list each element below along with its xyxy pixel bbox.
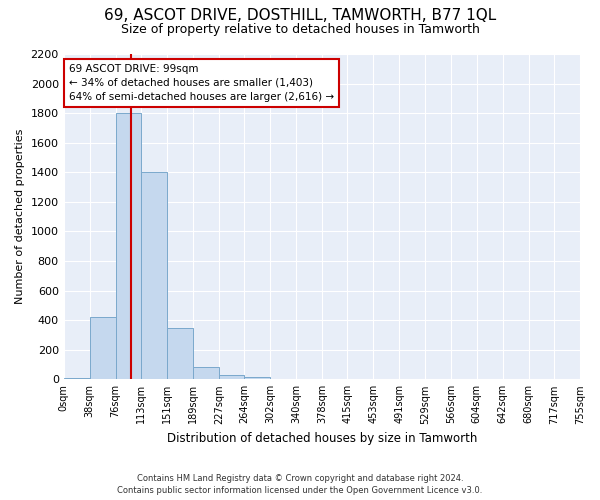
Bar xyxy=(64,378,89,380)
Text: Contains HM Land Registry data © Crown copyright and database right 2024.
Contai: Contains HM Land Registry data © Crown c… xyxy=(118,474,482,495)
Bar xyxy=(89,317,116,380)
Text: Size of property relative to detached houses in Tamworth: Size of property relative to detached ho… xyxy=(121,22,479,36)
Y-axis label: Number of detached properties: Number of detached properties xyxy=(15,129,25,304)
Bar xyxy=(193,368,219,380)
Bar xyxy=(141,172,167,380)
Bar xyxy=(116,113,141,380)
Bar xyxy=(167,328,193,380)
Bar xyxy=(219,375,244,380)
Text: 69 ASCOT DRIVE: 99sqm
← 34% of detached houses are smaller (1,403)
64% of semi-d: 69 ASCOT DRIVE: 99sqm ← 34% of detached … xyxy=(69,64,334,102)
Bar xyxy=(244,377,270,380)
Text: 69, ASCOT DRIVE, DOSTHILL, TAMWORTH, B77 1QL: 69, ASCOT DRIVE, DOSTHILL, TAMWORTH, B77… xyxy=(104,8,496,22)
X-axis label: Distribution of detached houses by size in Tamworth: Distribution of detached houses by size … xyxy=(167,432,477,445)
